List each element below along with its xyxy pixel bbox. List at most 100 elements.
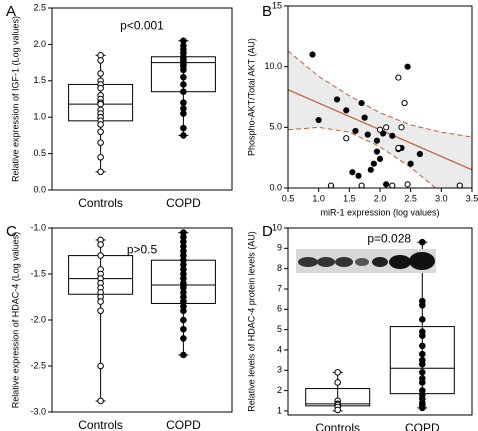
blot-band (355, 258, 369, 266)
data-point (419, 360, 426, 368)
y-tick-label: -3.0 (30, 406, 46, 416)
data-point (370, 160, 377, 167)
x-tick-label: 3.5 (466, 193, 478, 203)
blot-band (409, 252, 435, 270)
data-point (349, 169, 356, 176)
x-tick-label: 1.5 (343, 193, 356, 203)
data-point (180, 307, 187, 315)
data-point (383, 124, 390, 131)
panel: B Phospho-AKT/Total AKT (AU) miR-1 express… (246, 0, 478, 217)
blot-band (317, 257, 335, 267)
data-point (180, 99, 187, 106)
y-tick-label: 5.0 (269, 122, 282, 132)
data-point (383, 181, 390, 188)
y-axis-label: Relative levels of HDAC-4 protein levels… (246, 231, 256, 412)
y-tick-label: 8 (277, 263, 282, 273)
x-tick-label: 3.0 (435, 193, 448, 203)
y-tick-label: 2.0 (33, 39, 46, 49)
data-point (97, 70, 104, 77)
data-point (97, 168, 104, 176)
data-point (419, 350, 426, 358)
y-tick-label: -2.5 (30, 360, 46, 370)
category-label: COPD (166, 418, 201, 431)
y-tick-label: 5 (277, 324, 282, 334)
y-tick-label: 6 (277, 304, 282, 314)
y-tick-label: 0.0 (269, 182, 282, 192)
data-point (407, 160, 414, 167)
plot-frame (287, 5, 473, 189)
data-point (419, 238, 426, 246)
data-point (334, 379, 341, 386)
y-axis-label: Phospho-AKT/Total AKT (AU) (246, 38, 256, 156)
data-point (358, 99, 365, 107)
data-point (404, 181, 411, 188)
y-axis-label: Relative expression of IGF-1 (Log values… (10, 16, 20, 182)
data-point (343, 107, 350, 114)
annotation: p<0.001 (120, 18, 164, 32)
data-point (309, 51, 316, 58)
data-point (419, 316, 426, 323)
data-point (97, 307, 104, 315)
blot-band (298, 257, 318, 267)
data-point (180, 73, 187, 81)
blot-band (372, 257, 388, 267)
data-point (358, 182, 365, 189)
data-point (395, 74, 402, 81)
data-point (355, 172, 362, 179)
y-tick-label: 9 (277, 243, 282, 253)
data-point (395, 144, 402, 152)
y-tick-label: 2 (277, 385, 282, 395)
category-label: Controls (78, 418, 123, 431)
panel-letter: B (262, 3, 272, 20)
y-tick-label: 1.5 (33, 75, 46, 85)
data-point (180, 132, 187, 139)
data-point (97, 241, 104, 248)
data-point (419, 332, 426, 340)
annotation: p=0.028 (367, 231, 411, 245)
data-point (334, 369, 341, 376)
data-point (404, 63, 411, 70)
data-point (376, 155, 384, 162)
y-tick-label: 10.0 (264, 61, 282, 71)
data-point (364, 131, 371, 138)
data-point (419, 379, 426, 386)
category-label: Controls (78, 196, 123, 210)
data-point (97, 252, 104, 259)
data-point (97, 128, 104, 136)
panel: Ap<0.001 Relative expression of IGF-1 (Lo… (6, 2, 233, 210)
x-tick-label: 0.5 (282, 193, 295, 203)
data-point (419, 342, 426, 350)
data-point (180, 124, 187, 132)
y-tick-label: 0.5 (33, 148, 46, 158)
plot-frame (51, 227, 233, 413)
y-tick-label: -1.0 (30, 222, 46, 232)
data-point (419, 404, 426, 412)
y-axis-label: Relative expression of HDAC-4 (Log value… (10, 232, 20, 409)
data-point (180, 110, 187, 117)
category-label: COPD (166, 196, 201, 210)
western-blot (296, 249, 436, 273)
data-point (180, 316, 187, 324)
data-point (180, 88, 187, 96)
y-tick-label: -1.5 (30, 268, 46, 278)
data-point (401, 99, 408, 107)
data-point (398, 124, 405, 131)
blot-band (335, 257, 353, 267)
x-tick-label: 1.0 (312, 193, 325, 203)
data-point (180, 335, 187, 342)
plot-frame (51, 7, 233, 191)
y-tick-label: 7 (277, 283, 282, 293)
x-tick-label: 2.5 (404, 193, 417, 203)
data-point (419, 369, 426, 376)
data-point (97, 153, 104, 161)
y-tick-label: 4 (277, 344, 282, 354)
data-point (419, 301, 426, 309)
y-tick-label: 2.5 (33, 2, 46, 12)
panel-letter: A (6, 3, 16, 20)
data-point (180, 325, 187, 333)
data-point (367, 166, 374, 173)
y-tick-label: 1.0 (33, 112, 46, 122)
data-point (180, 351, 187, 359)
data-point (361, 114, 368, 121)
